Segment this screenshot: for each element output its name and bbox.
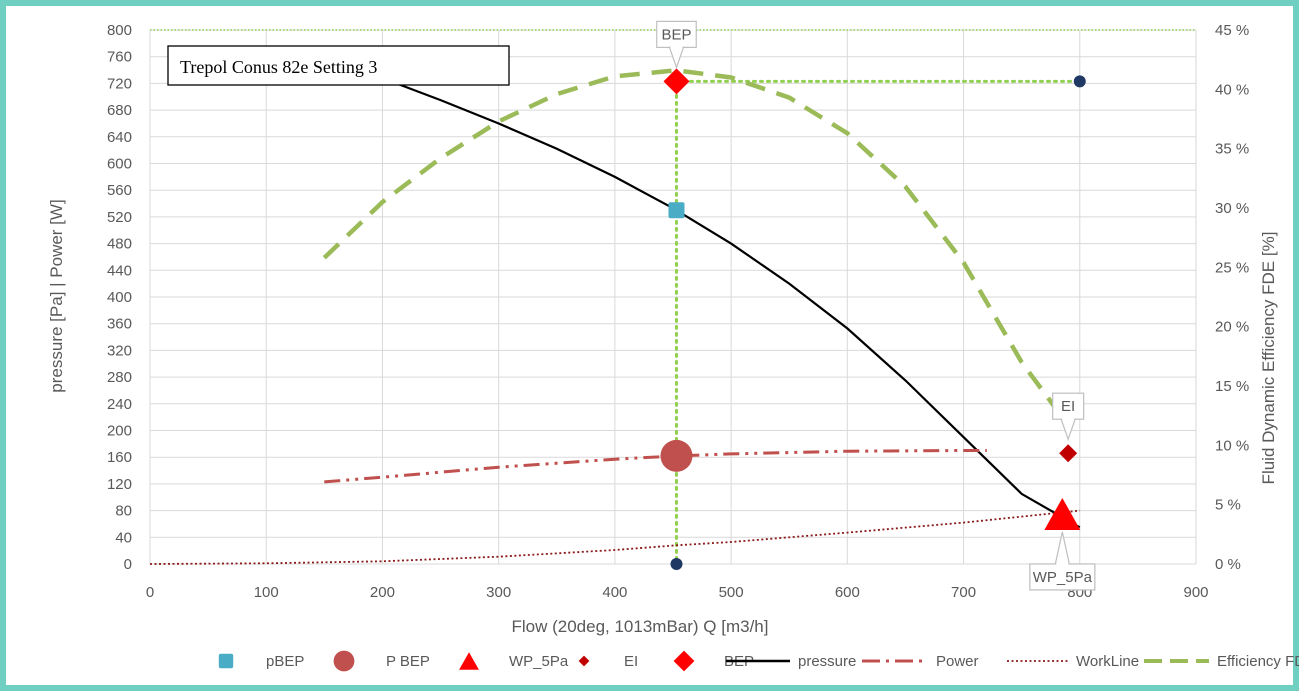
callout-label: WP_5Pa — [1033, 569, 1093, 586]
y-tick-label: 240 — [107, 396, 132, 413]
legend-item-pbep: pBEP — [218, 653, 304, 670]
y-tick-label: 400 — [107, 289, 132, 306]
x-tick-label: 500 — [719, 584, 744, 601]
legend-item-workline: WorkLine — [1007, 653, 1139, 670]
chart-title: Trepol Conus 82e Setting 3 — [180, 57, 377, 77]
legend-label: pressure — [798, 653, 856, 670]
series-line-workline — [149, 509, 1080, 565]
y-tick-label: 440 — [107, 262, 132, 279]
legend-item-pressure: pressure — [726, 653, 856, 670]
callouts: BEP EI WP_5Pa — [656, 20, 1096, 591]
series-line-power — [324, 449, 987, 484]
x-tick-label: 0 — [146, 584, 154, 601]
legend-item-ei: EI — [578, 653, 638, 670]
y2-tick-label: 45 % — [1215, 22, 1249, 39]
legend-marker — [218, 653, 234, 669]
legend-item-p-bep: P BEP — [333, 650, 430, 672]
x-tick-label: 200 — [370, 584, 395, 601]
legend-label: P BEP — [386, 653, 430, 670]
x-tick-label: 900 — [1183, 584, 1208, 601]
legend-label: Efficiency FDE — [1217, 653, 1299, 670]
y-tick-label: 40 — [115, 529, 132, 546]
y-tick-label: 520 — [107, 209, 132, 226]
extra-point — [670, 558, 683, 570]
marker-pbep — [668, 202, 685, 219]
axes: 0 40 80 120 160 200 240 280 320 360 400 440 480 520 56… — [107, 22, 1249, 601]
y2-tick-label: 35 % — [1215, 141, 1249, 158]
x-axis-title: Flow (20deg, 1013mBar) Q [m3/h] — [511, 617, 768, 636]
callout-pointer — [668, 46, 685, 70]
x-tick-label: 300 — [486, 584, 511, 601]
y-tick-label: 120 — [107, 476, 132, 493]
marker-p-bep — [660, 439, 693, 472]
y2-tick-label: 30 % — [1215, 200, 1249, 217]
y-tick-label: 360 — [107, 316, 132, 333]
series-line-efficiency-fde — [322, 68, 1071, 427]
y-tick-label: 760 — [107, 49, 132, 66]
chart-title-box: Trepol Conus 82e Setting 3 — [167, 45, 510, 86]
legend-label: pBEP — [266, 653, 304, 670]
x-tick-label: 700 — [951, 584, 976, 601]
legend-marker — [333, 650, 355, 672]
y2-tick-label: 15 % — [1215, 378, 1249, 395]
marker-bep — [663, 68, 690, 95]
legend-label: WP_5Pa — [509, 653, 569, 670]
y2-tick-label: 25 % — [1215, 259, 1249, 276]
y-tick-label: 720 — [107, 75, 132, 92]
legend: pBEP P BEP WP_5Pa EI BEP pressure Power WorkLin… — [218, 650, 1299, 672]
legend-marker — [578, 655, 590, 667]
legend-marker — [459, 652, 479, 670]
y-tick-label: 200 — [107, 423, 132, 440]
callout-label: BEP — [661, 26, 691, 43]
y-tick-label: 160 — [107, 449, 132, 466]
y-tick-label: 800 — [107, 22, 132, 39]
y2-tick-label: 10 % — [1215, 437, 1249, 454]
plot-area — [149, 29, 1196, 570]
legend-label: WorkLine — [1076, 653, 1139, 670]
y-tick-label: 600 — [107, 156, 132, 173]
y2-axis-title: Fluid Dynamic Efficiency FDE [%] — [1259, 232, 1278, 485]
x-tick-label: 400 — [602, 584, 627, 601]
y-tick-label: 640 — [107, 129, 132, 146]
y-tick-label: 320 — [107, 342, 132, 359]
y2-tick-label: 20 % — [1215, 319, 1249, 336]
y-axis-title: pressure [Pa] | Power [W] — [47, 199, 66, 392]
y-tick-label: 0 — [124, 556, 132, 573]
extra-point — [1073, 75, 1086, 88]
y2-tick-label: 40 % — [1215, 81, 1249, 98]
callout-pointer — [1060, 418, 1077, 442]
y2-tick-label: 0 % — [1215, 556, 1241, 573]
legend-label: EI — [624, 653, 638, 670]
callout-box — [1052, 392, 1085, 420]
y2-tick-label: 5 % — [1215, 497, 1241, 514]
x-tick-label: 600 — [835, 584, 860, 601]
legend-marker — [673, 650, 695, 672]
x-tick-label: 100 — [254, 584, 279, 601]
legend-label: Power — [936, 653, 979, 670]
y-tick-label: 480 — [107, 236, 132, 253]
legend-item-wp-5pa: WP_5Pa — [459, 652, 569, 670]
callout-box — [656, 20, 697, 48]
callout-label: EI — [1061, 398, 1075, 415]
legend-item-power: Power — [862, 653, 979, 670]
grid — [149, 29, 1197, 565]
callout-box — [1029, 563, 1096, 591]
marker-ei — [1059, 444, 1078, 463]
callout-pointer — [1054, 531, 1071, 565]
y-tick-label: 680 — [107, 102, 132, 119]
y-tick-label: 280 — [107, 369, 132, 386]
series-line-pressure — [323, 55, 1081, 529]
legend-item-efficiency-fde: Efficiency FDE — [1144, 653, 1299, 670]
y-tick-label: 560 — [107, 182, 132, 199]
marker-wp-5pa — [1044, 497, 1081, 530]
y-tick-label: 80 — [115, 503, 132, 520]
